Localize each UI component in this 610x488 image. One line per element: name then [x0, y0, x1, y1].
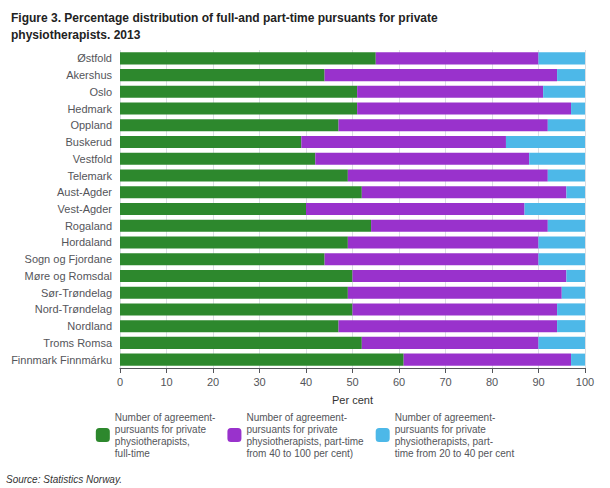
svg-text:Møre og Romsdal: Møre og Romsdal: [25, 270, 112, 282]
svg-text:90: 90: [532, 376, 544, 388]
svg-text:Sør-Trøndelag: Sør-Trøndelag: [41, 287, 112, 299]
svg-text:Nordland: Nordland: [67, 320, 112, 332]
svg-text:Source: Statistics Norway.: Source: Statistics Norway.: [6, 474, 122, 485]
svg-text:from 40 to 100 per cent): from 40 to 100 per cent): [246, 448, 353, 459]
svg-text:40: 40: [300, 376, 312, 388]
svg-text:Nord-Trøndelag: Nord-Trøndelag: [35, 303, 112, 315]
svg-text:Vest-Agder: Vest-Agder: [58, 203, 113, 215]
svg-text:Hedmark: Hedmark: [67, 103, 112, 115]
svg-text:0: 0: [117, 376, 123, 388]
svg-text:pursuants for private: pursuants for private: [395, 424, 487, 435]
svg-text:full-time: full-time: [115, 448, 150, 459]
svg-text:Finnmark Finnmárku: Finnmark Finnmárku: [11, 354, 112, 366]
svg-text:20: 20: [207, 376, 219, 388]
svg-text:Per cent: Per cent: [332, 394, 373, 406]
svg-text:Figure 3. Percentage distribut: Figure 3. Percentage distribution of ful…: [11, 11, 438, 25]
svg-text:Number of agreement-: Number of agreement-: [246, 412, 347, 423]
svg-text:Hordaland: Hordaland: [61, 236, 112, 248]
svg-text:physiotherapists,: physiotherapists,: [115, 436, 190, 447]
svg-text:pursuants for private: pursuants for private: [115, 424, 207, 435]
svg-text:Buskerud: Buskerud: [66, 136, 112, 148]
svg-text:Akershus: Akershus: [66, 69, 112, 81]
svg-text:Sogn og Fjordane: Sogn og Fjordane: [25, 253, 112, 265]
svg-text:30: 30: [253, 376, 265, 388]
svg-text:Rogaland: Rogaland: [65, 220, 112, 232]
svg-text:time from 20 to 40 per cent: time from 20 to 40 per cent: [395, 448, 515, 459]
svg-text:Vestfold: Vestfold: [73, 153, 112, 165]
svg-text:Number of agreement-: Number of agreement-: [395, 412, 496, 423]
svg-text:Telemark: Telemark: [67, 170, 112, 182]
svg-text:Østfold: Østfold: [77, 52, 112, 64]
svg-text:Troms Romsa: Troms Romsa: [43, 337, 113, 349]
svg-text:physiotherapists, part-: physiotherapists, part-: [395, 436, 493, 447]
svg-text:60: 60: [393, 376, 405, 388]
svg-text:Oslo: Oslo: [89, 86, 112, 98]
svg-text:100: 100: [576, 376, 594, 388]
svg-text:pursuants for private: pursuants for private: [246, 424, 338, 435]
svg-text:physiotherapists. 2013: physiotherapists. 2013: [11, 28, 141, 42]
svg-text:Aust-Agder: Aust-Agder: [57, 186, 112, 198]
svg-text:physiotherapists, part-time: physiotherapists, part-time: [246, 436, 364, 447]
svg-text:80: 80: [486, 376, 498, 388]
svg-text:Number of agreement-: Number of agreement-: [115, 412, 216, 423]
svg-text:Oppland: Oppland: [70, 119, 112, 131]
svg-text:70: 70: [439, 376, 451, 388]
svg-text:50: 50: [346, 376, 358, 388]
svg-text:10: 10: [160, 376, 172, 388]
